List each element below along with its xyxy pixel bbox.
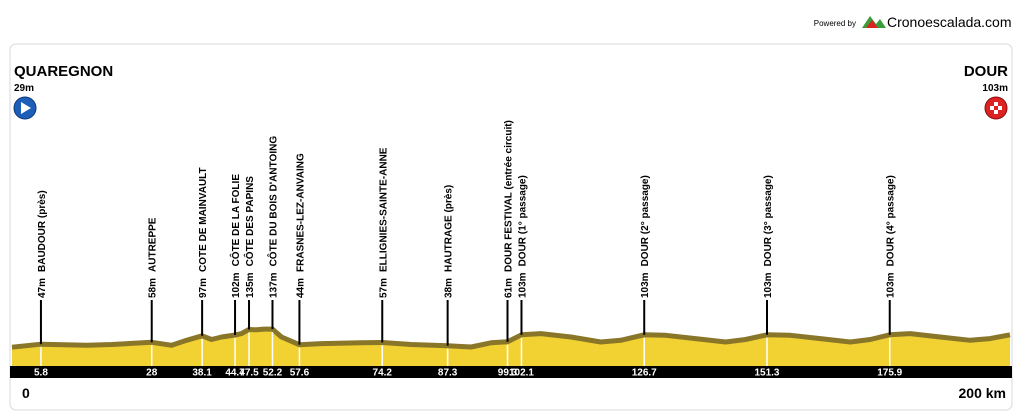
logo (862, 16, 886, 28)
point-name: FRASNES-LEZ-ANVAING (295, 153, 306, 272)
point-label: 44m FRASNES-LEZ-ANVAING (295, 153, 306, 298)
panel (9, 43, 1013, 411)
profile-ridge (11, 326, 1011, 350)
point-label: 38m HAUTRAGE (près) (444, 185, 455, 298)
point-label: 58m AUTREPPE (148, 217, 159, 298)
point-name: AUTREPPE (148, 217, 159, 272)
km-label: 28 (146, 368, 158, 379)
point-label: 47m BAUDOUR (près) (37, 190, 48, 298)
point-label: 103m DOUR (4° passage) (886, 175, 897, 298)
point-name: DOUR FESTIVAL (entrée circuit) (504, 120, 515, 272)
start-icon (13, 96, 37, 120)
point-altitude: 57m (378, 278, 389, 298)
point-altitude: 103m (517, 272, 528, 298)
x-tick-label: 200 km (959, 385, 1006, 401)
km-label: 5.8 (34, 368, 48, 379)
point-label: 97m COTE DE MAINVAULT (198, 167, 209, 298)
km-label: 47.5 (239, 368, 259, 379)
km-label: 102.1 (509, 368, 534, 379)
km-label: 44.7 (225, 368, 245, 379)
point-name: COTE DE MAINVAULT (198, 167, 209, 272)
point-altitude: 38m (444, 278, 455, 298)
point-altitude: 44m (295, 278, 306, 298)
km-label: 57.6 (290, 368, 310, 379)
point-name: DOUR (1° passage) (517, 175, 528, 266)
point-altitude: 103m (640, 272, 651, 298)
km-label: 126.7 (632, 368, 657, 379)
point-altitude: 135m (245, 272, 256, 298)
point-label: 57m ELLIGNIES-SAINTE-ANNE (378, 147, 389, 298)
start-altitude: 29m (14, 83, 34, 94)
finish-icon (984, 96, 1008, 120)
point-name: HAUTRAGE (près) (444, 185, 455, 272)
brand: Cronoescalada.com (887, 14, 1012, 30)
point-label: 137m CÔTE DU BOIS D'ANTOING (266, 136, 279, 298)
point-name: ELLIGNIES-SAINTE-ANNE (378, 147, 389, 272)
km-label: 38.1 (192, 368, 212, 379)
point-label: 135m CÔTE DES PAPINS (243, 176, 256, 298)
km-label: 74.2 (373, 368, 393, 379)
point-name: CÔTE DU BOIS D'ANTOING (266, 136, 279, 267)
point-altitude: 47m (37, 278, 48, 298)
point-name: DOUR (2° passage) (640, 175, 651, 266)
end-altitude: 103m (982, 83, 1008, 94)
km-label: 87.3 (438, 368, 458, 379)
start-name: QUAREGNON (14, 63, 113, 80)
point-altitude: 61m (504, 278, 515, 298)
point-label: 61m DOUR FESTIVAL (entrée circuit) (504, 120, 515, 298)
km-bar (10, 366, 1012, 378)
point-altitude: 137m (268, 272, 279, 298)
km-label: 99.3 (498, 368, 518, 379)
point-name: CÔTE DE LA FOLIE (229, 174, 242, 267)
point-altitude: 97m (198, 278, 209, 298)
point-label: 103m DOUR (2° passage) (640, 175, 651, 298)
point-name: BAUDOUR (près) (37, 190, 48, 272)
km-label: 151.3 (754, 368, 779, 379)
point-name: DOUR (4° passage) (886, 175, 897, 266)
point-label: 102m CÔTE DE LA FOLIE (229, 174, 242, 298)
point-altitude: 102m (231, 272, 242, 298)
point-name: DOUR (3° passage) (763, 175, 774, 266)
x-tick-label: 0 (22, 385, 30, 401)
point-altitude: 58m (148, 278, 159, 298)
km-label: 52.2 (263, 368, 283, 379)
end-name: DOUR (964, 63, 1008, 80)
km-label: 175.9 (877, 368, 902, 379)
point-label: 103m DOUR (1° passage) (517, 175, 528, 298)
point-altitude: 103m (763, 272, 774, 298)
point-altitude: 103m (886, 272, 897, 298)
point-label: 103m DOUR (3° passage) (763, 175, 774, 298)
point-name: CÔTE DES PAPINS (243, 176, 256, 267)
powered-by: Powered by (814, 19, 856, 28)
